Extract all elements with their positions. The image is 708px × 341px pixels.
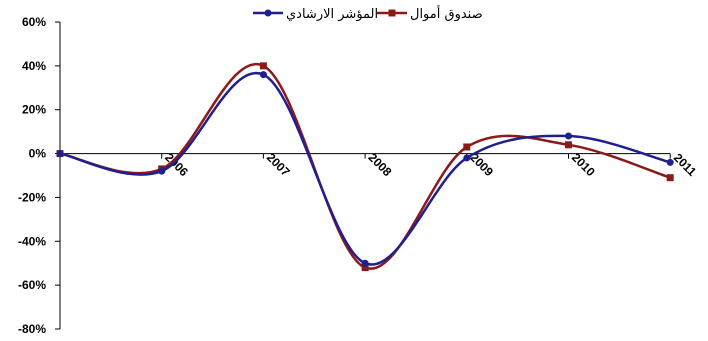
- data-point-benchmark: [56, 150, 64, 158]
- data-point-benchmark: [361, 259, 369, 267]
- series-layer: [56, 62, 674, 272]
- legend-marker-fund: [388, 9, 396, 17]
- legend-marker-benchmark: [264, 9, 272, 17]
- data-point-fund: [666, 174, 674, 182]
- y-tick-label: -80%: [18, 322, 46, 336]
- y-tick-label: 40%: [22, 59, 46, 73]
- data-point-benchmark: [565, 132, 572, 140]
- y-tick-label: -60%: [18, 278, 46, 292]
- y-tick-label: -40%: [18, 234, 46, 248]
- legend-label-benchmark: المؤشر الارشادي: [286, 7, 378, 22]
- legend-item-fund: صندوق أموال: [377, 5, 483, 22]
- data-point-benchmark: [259, 71, 267, 79]
- series-line-benchmark: [59, 71, 671, 266]
- data-point-benchmark: [666, 158, 674, 166]
- x-tick-label: 2007: [264, 150, 293, 179]
- data-point-fund: [463, 143, 471, 151]
- axes: 60%40%20%0%-20%-40%-60%-80%2006 2007 2008 2…: [18, 15, 699, 336]
- x-tick-label: 2010: [569, 150, 598, 179]
- data-point-fund: [361, 264, 369, 272]
- data-point-benchmark: [158, 167, 166, 175]
- data-point-fund: [565, 141, 572, 149]
- data-point-fund: [259, 62, 267, 70]
- x-tick-label: 2011: [671, 151, 700, 180]
- legend-label-fund: صندوق أموال: [410, 5, 483, 22]
- series-line-fund: [59, 62, 671, 270]
- legend-item-benchmark: المؤشر الارشادي: [253, 7, 378, 22]
- data-point-benchmark: [463, 154, 471, 162]
- y-tick-label: 60%: [22, 15, 46, 29]
- legend: المؤشر الارشادي صندوق أموال: [253, 5, 483, 22]
- x-tick-label: 2008: [366, 150, 395, 179]
- y-tick-label: 20%: [22, 103, 46, 117]
- y-tick-label: -20%: [18, 190, 46, 204]
- y-tick-label: 0%: [29, 147, 47, 161]
